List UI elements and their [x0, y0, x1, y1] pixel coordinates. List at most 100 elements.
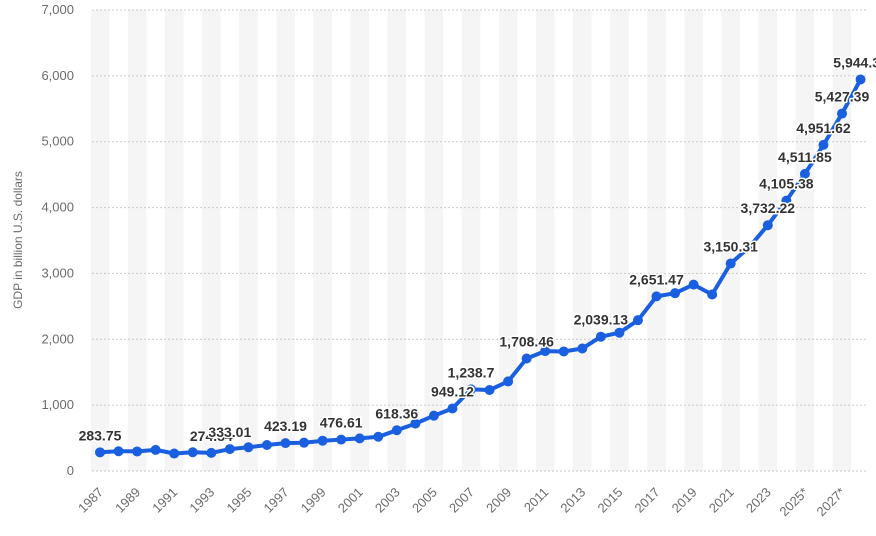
data-point[interactable] [540, 346, 551, 357]
data-point[interactable] [113, 446, 124, 457]
x-tick-label: 2007 [446, 485, 477, 516]
background-stripe [647, 10, 666, 471]
x-tick-label: 2025* [776, 485, 811, 520]
data-label: 476.61 [320, 415, 363, 431]
background-stripe [610, 10, 629, 471]
data-point[interactable] [558, 346, 569, 357]
x-tick-label: 1997 [261, 485, 292, 516]
data-label: 3,732.22 [741, 200, 796, 216]
data-point[interactable] [614, 327, 625, 338]
data-point[interactable] [781, 195, 792, 206]
data-point[interactable] [447, 403, 458, 414]
data-label: 2,039.13 [574, 312, 629, 328]
data-point[interactable] [670, 288, 681, 299]
data-point[interactable] [224, 444, 235, 455]
y-tick-label: 0 [67, 463, 74, 478]
background-stripe [573, 10, 592, 471]
data-label: 333.01 [208, 424, 251, 440]
x-tick-label: 1987 [75, 485, 106, 516]
data-point[interactable] [243, 442, 254, 453]
background-stripe [424, 10, 444, 471]
data-point[interactable] [632, 315, 643, 326]
data-point[interactable] [373, 431, 384, 442]
gdp-series [95, 74, 866, 459]
data-point[interactable] [837, 108, 847, 119]
data-point[interactable] [466, 384, 476, 395]
data-point[interactable] [855, 74, 866, 85]
x-tick-label: 2019 [669, 485, 700, 516]
data-point[interactable] [354, 433, 365, 444]
background-stripe [758, 10, 778, 471]
y-tick-label: 5,000 [41, 134, 74, 149]
data-point[interactable] [169, 448, 180, 459]
data-point[interactable] [206, 447, 217, 458]
background-stripe [684, 10, 703, 471]
data-point[interactable] [428, 410, 439, 421]
data-point[interactable] [521, 353, 532, 364]
x-tick-label: 2021 [706, 485, 737, 516]
data-label: 274.84 [190, 428, 233, 444]
data-point[interactable] [707, 289, 718, 300]
background-stripe [461, 10, 481, 471]
background-stripe [202, 10, 221, 471]
gridlines [92, 9, 866, 472]
x-tick-label: 2017 [632, 485, 663, 516]
x-axis-ticks: 1987 1989 1991 1993 1995 1997 1999 2001 2003 2005… [75, 485, 848, 520]
data-point[interactable] [336, 434, 347, 445]
x-tick-label: 2009 [483, 485, 514, 516]
data-point[interactable] [744, 242, 755, 253]
x-tick-label: 2027* [813, 485, 848, 520]
data-point[interactable] [688, 279, 699, 290]
data-point[interactable] [818, 139, 829, 150]
background-stripe [721, 10, 740, 471]
background-stripe [387, 10, 407, 471]
data-point[interactable] [280, 438, 291, 449]
x-tick-label: 2013 [557, 485, 588, 516]
data-label: 5,427.39 [815, 89, 870, 105]
data-point[interactable] [261, 439, 272, 450]
background-stripe [350, 10, 369, 471]
x-tick-label: 1995 [223, 485, 254, 516]
data-label: 1,238.7 [448, 364, 495, 380]
data-label: 423.19 [264, 418, 307, 434]
data-label: 3,150.31 [703, 239, 758, 255]
x-tick-label: 2011 [521, 485, 551, 515]
x-tick-label: 1991 [149, 485, 180, 516]
background-stripe [498, 10, 518, 471]
data-label: 1,708.46 [499, 333, 554, 349]
data-point[interactable] [410, 418, 421, 429]
background-stripe [239, 10, 258, 471]
data-point[interactable] [95, 447, 105, 458]
background-stripe [795, 10, 815, 471]
data-point[interactable] [725, 258, 736, 269]
data-point[interactable] [187, 447, 198, 458]
x-tick-label: 2003 [372, 485, 403, 516]
data-point[interactable] [503, 376, 514, 387]
x-tick-label: 2001 [335, 485, 366, 516]
x-tick-label: 1999 [298, 485, 329, 516]
data-point[interactable] [299, 437, 310, 448]
data-point[interactable] [391, 425, 402, 436]
y-axis-ticks: 0 1,000 2,000 3,000 4,000 5,000 6,000 7,000 [41, 2, 74, 478]
data-point[interactable] [150, 444, 161, 455]
background-stripe [832, 10, 852, 471]
data-point[interactable] [132, 446, 143, 457]
data-point[interactable] [577, 343, 588, 354]
data-point[interactable] [317, 435, 328, 446]
data-point[interactable] [484, 384, 495, 395]
data-label: 2,651.47 [629, 271, 684, 287]
y-tick-label: 1,000 [41, 397, 74, 412]
background-stripe [276, 10, 295, 471]
y-tick-label: 4,000 [41, 200, 74, 215]
data-point[interactable] [651, 291, 662, 302]
background-stripe [535, 10, 555, 471]
data-point[interactable] [762, 220, 773, 231]
y-tick-label: 3,000 [41, 265, 74, 280]
x-tick-label: 1993 [186, 485, 217, 516]
data-point[interactable] [595, 331, 606, 342]
data-label: 4,511.85 [778, 149, 832, 165]
data-point[interactable] [799, 168, 810, 179]
background-stripes [90, 10, 852, 471]
background-stripe [313, 10, 332, 471]
